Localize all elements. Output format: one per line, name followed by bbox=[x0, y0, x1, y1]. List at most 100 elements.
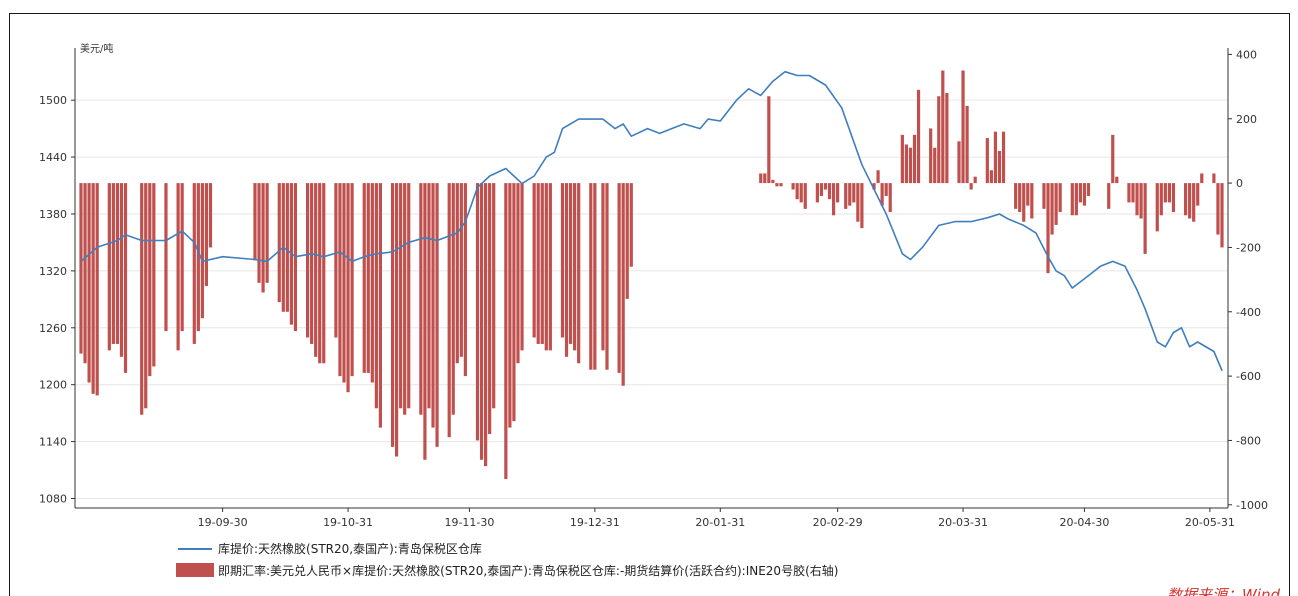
basis-bar bbox=[965, 105, 969, 184]
left-tick-label: 1200 bbox=[39, 379, 67, 392]
basis-bar bbox=[488, 183, 492, 435]
basis-bar bbox=[123, 183, 128, 373]
left-tick-label: 1440 bbox=[39, 151, 67, 164]
basis-bar bbox=[1192, 183, 1196, 222]
basis-bar bbox=[164, 183, 168, 332]
left-tick-label: 1080 bbox=[39, 493, 67, 506]
basis-bar bbox=[1058, 183, 1062, 213]
x-tick-label: 19-11-30 bbox=[444, 516, 494, 529]
x-tick-label: 19-12-31 bbox=[570, 516, 620, 529]
basis-bar bbox=[148, 183, 152, 377]
price-point bbox=[1100, 265, 1102, 267]
right-tick-labels: 400 200 0 -200 -400 -600 -800 -1000 bbox=[1228, 48, 1268, 512]
price-point bbox=[954, 220, 956, 223]
basis-bar bbox=[1107, 183, 1111, 209]
basis-bar bbox=[265, 183, 269, 283]
basis-bar bbox=[629, 183, 633, 267]
basis-bar bbox=[795, 183, 799, 200]
x-tick-label: 20-04-30 bbox=[1059, 516, 1109, 529]
basis-bar bbox=[937, 96, 941, 184]
basis-bar bbox=[827, 183, 832, 200]
basis-bar bbox=[119, 183, 124, 357]
basis-bar bbox=[1131, 183, 1135, 203]
left-tick-label: 1260 bbox=[39, 322, 67, 335]
basis-bar bbox=[848, 183, 852, 206]
chart-frame bbox=[9, 13, 1290, 596]
price-point bbox=[998, 213, 1001, 215]
basis-bar bbox=[322, 183, 326, 364]
basis-bar bbox=[107, 183, 111, 351]
basis-bar bbox=[463, 183, 467, 377]
right-tick-label: -1000 bbox=[1236, 499, 1268, 512]
price-point bbox=[938, 224, 940, 226]
price-point bbox=[521, 183, 523, 185]
basis-bar bbox=[318, 183, 322, 364]
left-tick-label: 1320 bbox=[39, 265, 67, 278]
price-point bbox=[824, 84, 827, 86]
price-point bbox=[622, 123, 624, 125]
basis-bar bbox=[492, 183, 496, 409]
price-point bbox=[351, 260, 353, 263]
price-point bbox=[683, 123, 685, 125]
basis-bar bbox=[431, 183, 435, 428]
price-point bbox=[339, 251, 341, 253]
basis-bar bbox=[350, 183, 354, 377]
price-point bbox=[1213, 350, 1215, 353]
basis-bar bbox=[1074, 183, 1078, 216]
price-point bbox=[96, 246, 98, 248]
basis-bar bbox=[945, 93, 949, 184]
price-point bbox=[323, 256, 325, 258]
basis-bar bbox=[852, 183, 856, 203]
basis-bar bbox=[836, 183, 840, 203]
basis-bar bbox=[484, 183, 488, 467]
x-tick-label: 20-01-31 bbox=[695, 516, 745, 529]
basis-bar bbox=[1200, 173, 1204, 184]
basis-bar bbox=[831, 183, 836, 216]
price-point bbox=[1180, 327, 1183, 329]
price-point bbox=[464, 220, 466, 223]
basis-bar bbox=[455, 183, 459, 364]
basis-bar bbox=[803, 183, 807, 209]
basis-bar bbox=[1030, 183, 1034, 219]
basis-bar bbox=[759, 173, 763, 184]
price-point bbox=[1221, 369, 1223, 372]
basis-bar bbox=[1171, 183, 1176, 213]
basis-bar bbox=[548, 183, 552, 351]
price-point bbox=[1112, 260, 1114, 263]
basis-bar bbox=[771, 179, 775, 184]
legend: 库提价:天然橡胶(STR20,泰国产):青岛保税区仓库 即期汇率:美元兑人民币×… bbox=[176, 541, 838, 578]
price-point bbox=[796, 74, 798, 77]
price-point bbox=[201, 260, 203, 263]
basis-bar bbox=[540, 183, 544, 344]
price-point bbox=[553, 151, 555, 153]
price-point bbox=[476, 186, 479, 189]
basis-bar bbox=[779, 183, 783, 187]
basis-bar bbox=[912, 134, 917, 184]
basis-bar bbox=[144, 183, 148, 409]
basis-bar bbox=[961, 70, 965, 184]
basis-bar bbox=[1046, 183, 1050, 274]
basis-bar bbox=[1001, 131, 1006, 184]
basis-bar bbox=[1026, 183, 1030, 206]
basis-bar bbox=[605, 183, 609, 370]
basis-bar bbox=[532, 183, 536, 338]
basis-bar bbox=[1139, 183, 1143, 219]
price-point bbox=[375, 253, 377, 255]
basis-bar bbox=[342, 183, 346, 383]
basis-bar bbox=[985, 138, 989, 184]
x-tick-label: 20-03-31 bbox=[938, 516, 988, 529]
legend-bar-swatch bbox=[176, 563, 214, 577]
basis-bar bbox=[577, 183, 581, 364]
basis-bar bbox=[544, 183, 548, 351]
basis-bar bbox=[973, 176, 977, 184]
price-point bbox=[1023, 224, 1025, 226]
basis-bar bbox=[152, 183, 156, 367]
basis-bar bbox=[904, 144, 909, 184]
basis-bar bbox=[111, 183, 115, 344]
basis-bar bbox=[91, 183, 95, 394]
right-tick-label: 400 bbox=[1236, 48, 1257, 61]
basis-bar bbox=[1018, 183, 1022, 213]
price-point bbox=[646, 128, 649, 130]
basis-bar bbox=[929, 128, 933, 184]
